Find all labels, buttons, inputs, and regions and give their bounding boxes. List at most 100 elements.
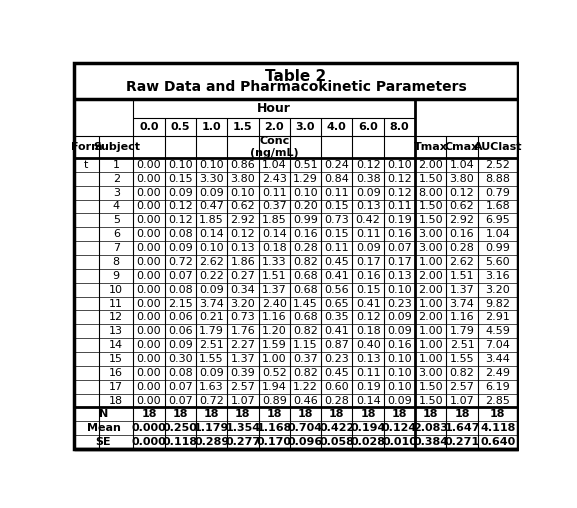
Text: 3.80: 3.80 <box>449 174 474 184</box>
Text: 1.55: 1.55 <box>449 354 474 364</box>
Text: 14: 14 <box>109 340 123 350</box>
Text: 0.10: 0.10 <box>168 160 193 170</box>
Text: 0.000: 0.000 <box>132 423 166 433</box>
Text: 0.16: 0.16 <box>387 340 412 350</box>
Text: 2.51: 2.51 <box>449 340 474 350</box>
Text: 0.170: 0.170 <box>257 437 292 447</box>
Text: 3: 3 <box>113 187 120 198</box>
Text: 0.99: 0.99 <box>293 215 318 226</box>
Text: 0.16: 0.16 <box>449 229 474 239</box>
Text: 0.09: 0.09 <box>387 396 412 405</box>
Text: 0.07: 0.07 <box>168 271 193 281</box>
Text: 0.16: 0.16 <box>387 229 412 239</box>
Text: 2.00: 2.00 <box>418 160 443 170</box>
Text: 1.354: 1.354 <box>226 423 260 433</box>
Text: 0.12: 0.12 <box>168 215 193 226</box>
Text: 1.00: 1.00 <box>262 354 287 364</box>
Text: 0.12: 0.12 <box>356 160 380 170</box>
Text: 1.33: 1.33 <box>262 257 287 267</box>
Text: 0.09: 0.09 <box>199 368 224 378</box>
Text: 0.118: 0.118 <box>163 437 198 447</box>
Text: 16: 16 <box>109 368 123 378</box>
Text: 0.45: 0.45 <box>324 368 349 378</box>
Text: 0.27: 0.27 <box>230 271 256 281</box>
Text: 0.07: 0.07 <box>387 243 412 253</box>
Text: 6.95: 6.95 <box>485 215 510 226</box>
Text: 0.08: 0.08 <box>168 229 193 239</box>
Text: 0.11: 0.11 <box>324 187 349 198</box>
Text: 1.50: 1.50 <box>418 202 443 211</box>
Text: 0.09: 0.09 <box>168 187 193 198</box>
Text: 0.56: 0.56 <box>324 284 349 295</box>
Text: 0.00: 0.00 <box>137 215 162 226</box>
Text: Cmax: Cmax <box>445 142 479 152</box>
Text: 0.06: 0.06 <box>168 326 193 336</box>
Text: 0.89: 0.89 <box>262 396 287 405</box>
Text: 0.19: 0.19 <box>356 382 380 392</box>
Text: 1.68: 1.68 <box>485 202 510 211</box>
Text: 1.07: 1.07 <box>449 396 474 405</box>
Text: AUClast: AUClast <box>474 142 522 152</box>
Text: 5.60: 5.60 <box>485 257 510 267</box>
Text: 0.34: 0.34 <box>231 284 255 295</box>
Text: 5: 5 <box>113 215 120 226</box>
Text: 0.10: 0.10 <box>293 187 318 198</box>
Text: 0.10: 0.10 <box>387 284 412 295</box>
Text: 0.12: 0.12 <box>387 187 412 198</box>
Text: 4.118: 4.118 <box>480 423 515 433</box>
Text: 0.08: 0.08 <box>168 368 193 378</box>
Text: 2.40: 2.40 <box>262 299 287 308</box>
Text: 0.68: 0.68 <box>293 284 318 295</box>
Text: 0.10: 0.10 <box>199 160 224 170</box>
Text: Table 2: Table 2 <box>265 69 327 84</box>
Text: 0.096: 0.096 <box>288 437 323 447</box>
Text: 0.14: 0.14 <box>262 229 287 239</box>
Text: Subject: Subject <box>93 142 140 152</box>
Text: 0.15: 0.15 <box>324 229 349 239</box>
Text: 0.23: 0.23 <box>324 354 349 364</box>
Text: 2.00: 2.00 <box>418 284 443 295</box>
Text: 18: 18 <box>235 409 250 420</box>
Text: 0.35: 0.35 <box>324 312 349 323</box>
Text: 1.22: 1.22 <box>293 382 318 392</box>
Text: 2.0: 2.0 <box>264 122 284 132</box>
Text: 0.00: 0.00 <box>137 243 162 253</box>
Text: 1.50: 1.50 <box>418 174 443 184</box>
Text: Conc
(ng/mL): Conc (ng/mL) <box>250 137 298 158</box>
Text: 1.5: 1.5 <box>233 122 253 132</box>
Text: 18: 18 <box>361 409 376 420</box>
Text: 18: 18 <box>173 409 188 420</box>
Text: 0.15: 0.15 <box>356 284 380 295</box>
Text: 3.00: 3.00 <box>418 368 443 378</box>
Text: 0.41: 0.41 <box>324 271 349 281</box>
Text: N: N <box>99 409 108 420</box>
Text: 0.00: 0.00 <box>137 368 162 378</box>
Text: 0.23: 0.23 <box>387 299 412 308</box>
Text: 0.42: 0.42 <box>355 215 381 226</box>
Text: 0.37: 0.37 <box>293 354 318 364</box>
Text: 0.47: 0.47 <box>199 202 224 211</box>
Text: 2.57: 2.57 <box>449 382 474 392</box>
Text: 0.00: 0.00 <box>137 202 162 211</box>
Text: 0.09: 0.09 <box>199 187 224 198</box>
Text: 1.79: 1.79 <box>199 326 224 336</box>
Text: 1: 1 <box>113 160 120 170</box>
Text: 0.0: 0.0 <box>139 122 159 132</box>
Text: 1.00: 1.00 <box>418 326 443 336</box>
Text: 15: 15 <box>109 354 123 364</box>
Text: 18: 18 <box>490 409 505 420</box>
Text: 0.124: 0.124 <box>382 423 417 433</box>
Text: 0.84: 0.84 <box>324 174 349 184</box>
Text: 3.74: 3.74 <box>199 299 224 308</box>
Text: 8.88: 8.88 <box>485 174 510 184</box>
Text: 1.647: 1.647 <box>444 423 480 433</box>
Text: 0.73: 0.73 <box>231 312 255 323</box>
Text: 0.14: 0.14 <box>199 229 224 239</box>
Text: 1.50: 1.50 <box>418 396 443 405</box>
Text: 18: 18 <box>329 409 344 420</box>
Text: 0.704: 0.704 <box>288 423 323 433</box>
Text: 1.04: 1.04 <box>262 160 287 170</box>
Text: 0.277: 0.277 <box>226 437 260 447</box>
Text: 0.08: 0.08 <box>168 284 193 295</box>
Text: 0.87: 0.87 <box>324 340 349 350</box>
